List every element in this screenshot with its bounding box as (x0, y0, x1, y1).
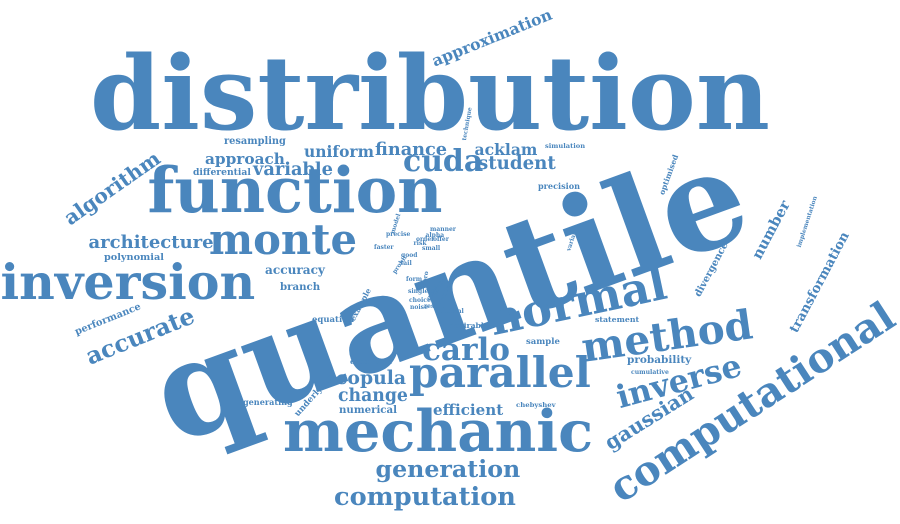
word-offer: offer (433, 236, 449, 243)
word-polynomial: polynomial (104, 252, 164, 263)
word-monte: monte (209, 215, 358, 264)
word-form: form (406, 276, 423, 283)
word-simulation: simulation (545, 141, 586, 150)
word-branch: branch (280, 281, 321, 293)
word-precise: precise (386, 231, 411, 238)
word-inversion: inversion (0, 252, 256, 311)
word-desirable: desirable (449, 321, 489, 330)
word-parallel: parallel (409, 347, 591, 397)
word-equation: equation (312, 314, 355, 325)
word-finance: finance (375, 139, 448, 160)
word-choice: choice (409, 297, 431, 304)
word-manner: manner (430, 226, 456, 233)
word-computation: computation (334, 482, 516, 512)
word-order: order (416, 236, 435, 243)
word-chebyshev: chebyshev (516, 400, 556, 409)
word-probability: probability (627, 353, 692, 366)
word-alpha: alpha (425, 232, 445, 239)
word-variable: variable (253, 159, 333, 180)
word-good: good (401, 252, 418, 259)
word-mechanic: mechanic (283, 397, 594, 465)
word-generating: generating (243, 397, 293, 407)
word-noise: noise (410, 304, 428, 311)
word-faster: faster (374, 244, 394, 251)
word-carlo: carlo (422, 331, 511, 368)
word-statement: statement (595, 315, 640, 324)
word-generation: generation (375, 455, 521, 483)
word-tail: tail (400, 260, 412, 267)
word-differential: differential (193, 166, 251, 178)
word-acklam: acklam (474, 140, 538, 159)
word-number: number (748, 197, 794, 262)
word-student: student (478, 153, 556, 174)
word-implementation: implementation (795, 195, 819, 249)
word-change: change (338, 385, 408, 406)
word-accuracy: accuracy (265, 263, 325, 277)
word-uniform: uniform (304, 142, 374, 161)
word-single: single (408, 288, 429, 295)
word-small: small (422, 245, 441, 252)
word-result: result (424, 303, 444, 310)
word-risk: risk (413, 240, 427, 247)
word-execution: execution (350, 357, 392, 366)
word-distribution: distribution (90, 34, 770, 154)
word-resampling: resampling (224, 136, 286, 147)
word-copula: copula (336, 366, 407, 389)
word-efficient: efficient (433, 400, 504, 419)
word-cuda: cuda (403, 144, 484, 179)
word-sample: sample (526, 336, 560, 347)
word-approach: approach (205, 149, 285, 168)
word-function: function (147, 153, 443, 227)
word-precision: precision (538, 181, 580, 191)
word-cumulative: cumulative (631, 369, 669, 376)
word-architecture: architecture (88, 232, 214, 253)
word-optimal: optimal (438, 308, 464, 315)
word-numerical: numerical (339, 404, 397, 416)
